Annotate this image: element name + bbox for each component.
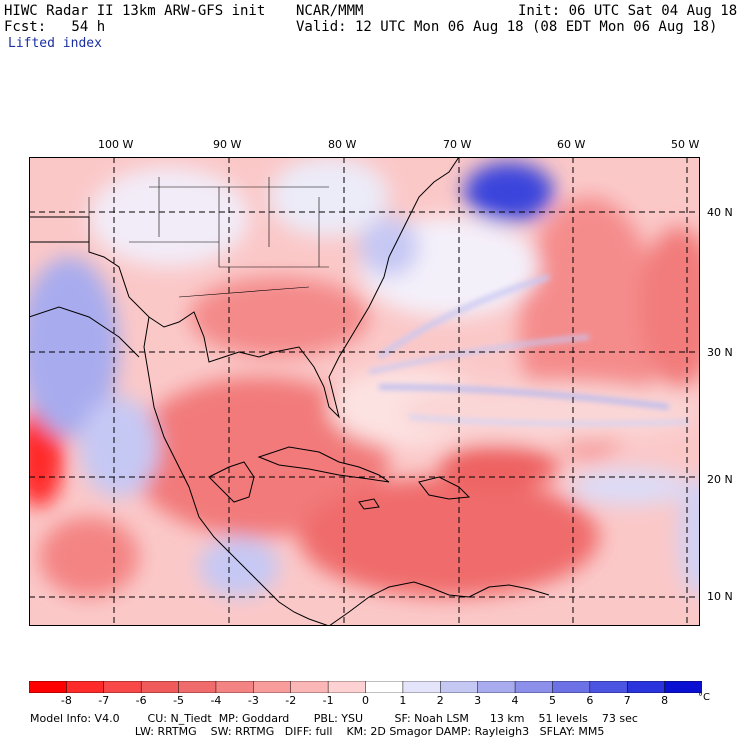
colorbar-swatch	[402, 681, 442, 693]
coastlines	[29, 157, 550, 626]
colorbar-swatch	[327, 681, 367, 693]
south-america-coast	[328, 581, 550, 626]
mexico-border	[29, 306, 140, 358]
lon-label-60w: 60 W	[557, 138, 586, 151]
model-info-line2: LW: RRTMG SW: RRTMG DIFF: full KM: 2D Sm…	[30, 725, 605, 738]
colorbar-tick-label: -3	[247, 694, 259, 707]
colorbar-tick-label: 7	[623, 694, 631, 707]
yucatan-peninsula	[208, 461, 255, 503]
lat-label-10n: 10 N	[707, 590, 733, 603]
lon-label-70w: 70 W	[443, 138, 472, 151]
stable-streaks	[368, 274, 690, 426]
jamaica	[358, 498, 380, 510]
lat-label-40n: 40 N	[707, 206, 733, 219]
colorbar-tick-label: 0	[362, 694, 369, 707]
colorbar-swatch	[440, 681, 479, 693]
colorbar-unit: °C	[698, 692, 710, 703]
colorbar-swatch	[365, 681, 404, 693]
colorbar-tick-label: 4	[511, 694, 519, 707]
colorbar-swatch	[552, 681, 591, 693]
colorbar-tick-label: 5	[548, 694, 556, 707]
colorbar-tick-label: 8	[661, 694, 669, 707]
colorbar-swatch	[589, 681, 628, 693]
latlon-grid	[29, 157, 700, 626]
field-name: Lifted index	[8, 36, 102, 51]
colorbar-tick-label: 6	[586, 694, 594, 707]
init-time: Init: 06 UTC Sat 04 Aug 18	[518, 3, 738, 19]
lon-label-80w: 80 W	[328, 138, 357, 151]
colorbar-tick-label: -8	[60, 694, 72, 707]
lon-label-90w: 90 W	[213, 138, 242, 151]
colorbar-swatch	[140, 681, 180, 693]
lon-label-100w: 100 W	[98, 138, 134, 151]
model-info-line1: Model Info: V4.0 CU: N_Tiedt MP: Goddard…	[30, 712, 638, 725]
colorbar-tick-label: -4	[210, 694, 222, 707]
forecast-hour: Fcst: 54 h	[4, 19, 106, 35]
colorbar-tick-label: 3	[474, 694, 482, 707]
colorbar-tick-label: -5	[173, 694, 185, 707]
colorbar-tick-label: 1	[399, 694, 407, 707]
valid-time: Valid: 12 UTC Mon 06 Aug 18 (08 EDT Mon …	[296, 19, 718, 35]
colorbar-swatch	[29, 681, 68, 693]
model-title: HIWC Radar II 13km ARW-GFS init	[4, 3, 266, 19]
colorbar-tick-label: 2	[436, 694, 444, 707]
colorbar-swatch	[253, 681, 292, 693]
colorbar-swatch	[290, 681, 329, 693]
lifted-index-map	[29, 157, 700, 626]
colorbar-swatch	[66, 681, 105, 693]
colorbar-tick-label: -7	[98, 694, 110, 707]
colorbar-swatch	[626, 681, 666, 693]
map-frame	[29, 157, 700, 626]
lat-label-20n: 20 N	[707, 473, 733, 486]
colorbar-tick-label: -1	[322, 694, 334, 707]
colorbar-tick-label: -2	[285, 694, 297, 707]
cuba	[257, 446, 390, 483]
colorbar-swatch	[514, 681, 554, 693]
colorbar-swatch	[215, 681, 255, 693]
colorbar-swatch	[664, 681, 702, 693]
colorbar-swatch	[477, 681, 516, 693]
colorbar	[29, 681, 702, 693]
colorbar-tick-label: -6	[135, 694, 147, 707]
mexico-central-america-coast	[143, 316, 330, 626]
lat-label-30n: 30 N	[707, 346, 733, 359]
colorbar-swatch	[103, 681, 142, 693]
us-gulf-atlantic-coast	[29, 157, 460, 419]
colorbar-swatch	[178, 681, 217, 693]
center-name: NCAR/MMM	[296, 3, 364, 19]
lon-label-50w: 50 W	[671, 138, 700, 151]
